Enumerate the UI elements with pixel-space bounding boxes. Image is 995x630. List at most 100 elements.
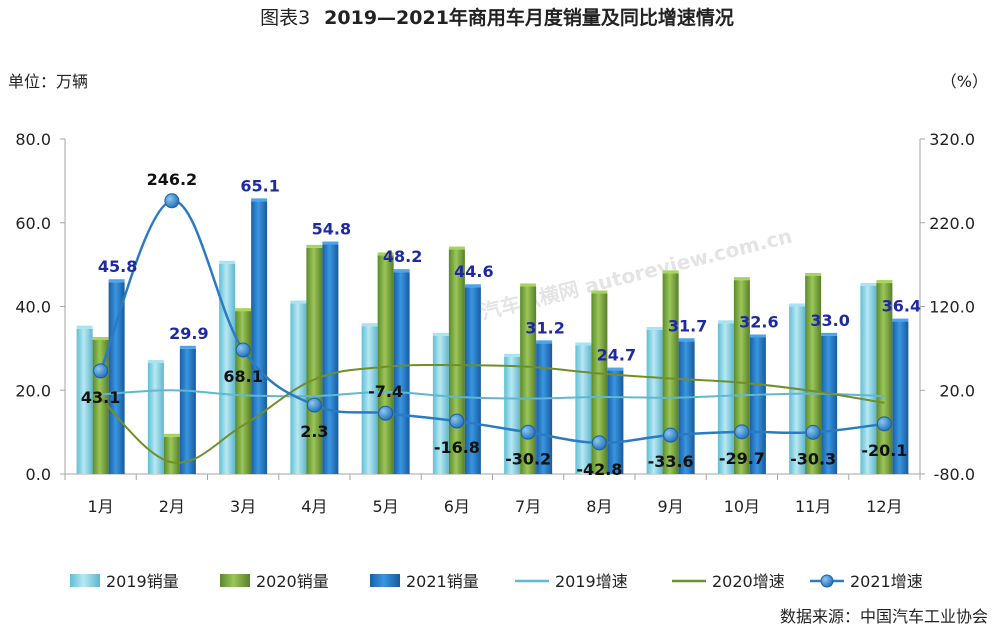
line-2020增速 (99, 363, 885, 464)
bar-label-2021: 33.0 (810, 311, 849, 330)
bar-top-2021销量-8月 (607, 367, 624, 371)
x-tick-label: 10月 (724, 497, 760, 516)
legend-swatch-2019销量 (70, 574, 100, 587)
legend-label-2020销量: 2020销量 (256, 572, 329, 591)
line-label-2021: 2.3 (300, 422, 328, 441)
legend-label-2019销量: 2019销量 (106, 572, 179, 591)
left-tick-label: 40.0 (15, 298, 51, 317)
point-2021增速-10月 (734, 424, 750, 440)
bar-top-2020销量-11月 (805, 272, 822, 276)
bar-top-2020销量-9月 (662, 270, 679, 274)
x-tick-label: 6月 (444, 497, 470, 516)
right-tick-label: 320.0 (929, 130, 975, 149)
x-tick-label: 3月 (230, 497, 256, 516)
bar-2019销量-7月 (504, 356, 521, 474)
bar-2021销量-9月 (678, 341, 695, 474)
bar-top-2020销量-7月 (520, 283, 537, 287)
point-2021增速-6月 (449, 413, 465, 429)
bar-2019销量-3月 (219, 263, 236, 474)
point-2021增速-1月 (93, 363, 109, 379)
line-label-2021: 43.1 (81, 388, 120, 407)
bar-top-2021销量-1月 (108, 279, 125, 283)
axes: 0.0 20.0 40.0 60.0 80.0 -80.0 20.0 120.0 220.0 32… (15, 130, 975, 516)
labels-layer: 45.8 29.9 65.1 54.8 48.2 44.6 31.2 24.7 31.7 32.6… (81, 170, 921, 479)
line-label-2021: -33.6 (648, 452, 694, 471)
bar-2019销量-1月 (76, 328, 93, 474)
x-tick-label: 4月 (301, 497, 327, 516)
bar-top-2020销量-6月 (448, 246, 465, 250)
bar-2021销量-8月 (607, 370, 624, 474)
bar-top-2019销量-1月 (76, 325, 93, 329)
bar-2020销量-3月 (235, 311, 252, 474)
bar-label-2021: 45.8 (98, 257, 137, 276)
bar-2019销量-5月 (361, 326, 378, 474)
bar-2021销量-6月 (464, 287, 481, 474)
bar-top-2020销量-12月 (876, 280, 893, 284)
bar-label-2021: 36.4 (882, 297, 921, 316)
bar-top-2021销量-9月 (678, 338, 695, 342)
bar-top-2019销量-11月 (789, 303, 806, 307)
bar-top-2021销量-11月 (821, 332, 838, 336)
bar-label-2021: 44.6 (454, 262, 493, 281)
chart-title: 图表3 2019—2021年商用车月度销量及同比增速情况 (260, 6, 734, 29)
right-tick-label: 20.0 (939, 381, 975, 400)
bar-2021销量-4月 (322, 244, 339, 474)
bar-label-2021: 24.7 (597, 346, 636, 365)
point-2021增速-7月 (520, 424, 536, 440)
bar-2019销量-8月 (575, 345, 592, 474)
bar-top-2019销量-5月 (361, 323, 378, 327)
bar-top-2021销量-6月 (464, 284, 481, 288)
bar-2019销量-6月 (432, 335, 449, 474)
point-2021增速-2月 (164, 193, 180, 209)
line-label-2021: 68.1 (223, 367, 262, 386)
bar-top-2021销量-4月 (322, 241, 339, 245)
bar-top-2019销量-9月 (646, 326, 663, 330)
bar-top-2020销量-3月 (235, 308, 252, 312)
bar-top-2020销量-4月 (306, 244, 323, 248)
left-axis-unit: 单位：万辆 (8, 72, 88, 91)
bar-top-2021销量-10月 (749, 334, 766, 338)
line-label-2021: -16.8 (434, 438, 480, 457)
bar-2020销量-2月 (163, 436, 180, 474)
bar-top-2019销量-12月 (860, 282, 877, 286)
bar-2021销量-1月 (108, 282, 125, 474)
legend-label-2019增速: 2019增速 (555, 572, 628, 591)
bar-label-2021: 29.9 (169, 324, 208, 343)
bar-top-2020销量-2月 (163, 433, 180, 437)
x-tick-label: 9月 (658, 497, 684, 516)
bar-2021销量-11月 (821, 335, 838, 474)
left-tick-label: 60.0 (15, 214, 51, 233)
bar-2020销量-1月 (92, 340, 109, 474)
bar-top-2019销量-2月 (147, 360, 164, 364)
x-tick-label: 11月 (795, 497, 831, 516)
point-2021增速-4月 (306, 397, 322, 413)
bar-2020销量-4月 (306, 247, 323, 474)
point-2021增速-3月 (235, 342, 251, 358)
bar-label-2021: 65.1 (240, 176, 279, 195)
point-2021增速-8月 (591, 435, 607, 451)
right-tick-label: -80.0 (934, 465, 975, 484)
bar-top-2019销量-7月 (504, 353, 521, 357)
bar-2021销量-10月 (749, 337, 766, 474)
left-tick-label: 0.0 (26, 465, 51, 484)
bar-top-2020销量-10月 (733, 277, 750, 281)
legend-label-2021销量: 2021销量 (406, 572, 479, 591)
bar-2020销量-8月 (591, 293, 608, 474)
x-tick-label: 2月 (159, 497, 185, 516)
legend-swatch-2020销量 (220, 574, 250, 587)
bar-2020销量-11月 (805, 275, 822, 474)
left-tick-label: 20.0 (15, 381, 51, 400)
legend-marker-2021增速 (820, 574, 834, 588)
line-label-2021: -20.1 (861, 441, 907, 460)
legend-label-2021增速: 2021增速 (850, 572, 923, 591)
bar-2020销量-5月 (377, 255, 394, 474)
bar-2020销量-7月 (520, 286, 537, 474)
line-label-2021: -29.7 (719, 449, 765, 468)
left-tick-label: 80.0 (15, 130, 51, 149)
bar-2021销量-12月 (892, 321, 909, 474)
bar-label-2021: 54.8 (312, 220, 351, 239)
bar-2021销量-3月 (251, 201, 268, 475)
point-2021增速-11月 (805, 424, 821, 440)
x-tick-label: 7月 (515, 497, 541, 516)
bar-top-2021销量-12月 (892, 318, 909, 322)
